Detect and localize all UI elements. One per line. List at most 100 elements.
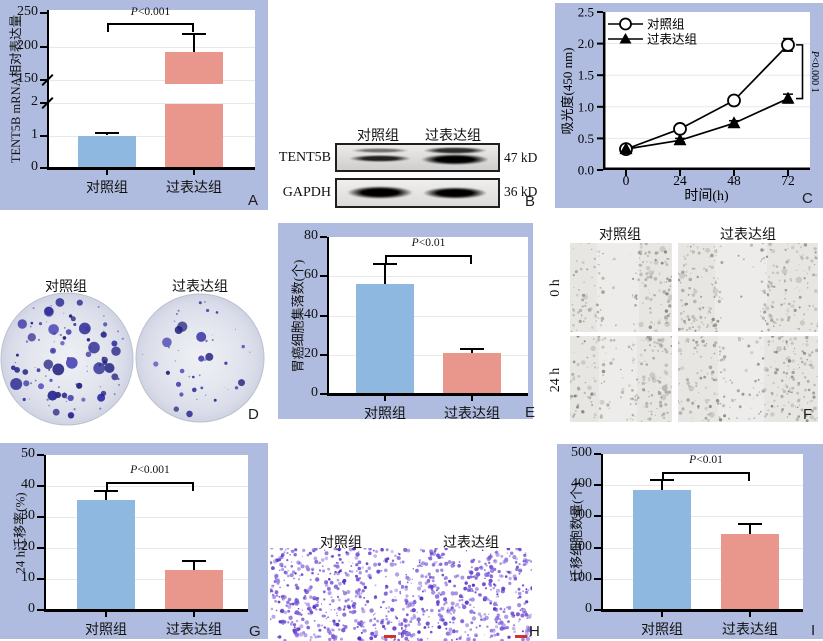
x-axis: [326, 393, 528, 396]
y-tick-label: 0: [585, 601, 592, 616]
y-axis-title: 胃癌细胞集落数(个): [290, 259, 305, 372]
panel-letter-c: C: [802, 190, 813, 207]
y-tick-label: 200: [571, 538, 592, 554]
error-bar-cap-control: [94, 490, 118, 493]
significance-bracket: [385, 255, 472, 257]
error-bar-cap-control: [95, 131, 119, 134]
y-tick-label: 0: [311, 385, 318, 400]
blot-lane-label-overexpression: 过表达组: [425, 129, 481, 144]
y-tick-label: 1: [31, 126, 38, 142]
y-tick-label: 40: [21, 477, 35, 492]
gridline: [48, 80, 255, 81]
panel-a-bar-chart: 0 1 2 150 200 250 对照组 过表达组 P<0.001 TENT5B mRNA相对表…: [0, 0, 268, 210]
p-value-label: P<0.001: [130, 464, 170, 476]
y-tick-label: 40: [304, 306, 318, 322]
gridline: [45, 548, 248, 549]
panel-letter-f: F: [803, 406, 813, 423]
significance-bracket: [106, 482, 194, 484]
x-tick-label: 24: [673, 173, 687, 188]
x-tick: [661, 611, 663, 617]
gridline: [45, 486, 248, 487]
bar-control: [633, 489, 691, 610]
wound-image-control-0h: [570, 243, 672, 332]
y-axis: [46, 10, 49, 169]
blot-band: [421, 154, 489, 165]
blot-lane-label-control: 对照组: [357, 129, 399, 144]
bar-control: [356, 284, 414, 394]
x-tick: [193, 169, 195, 175]
panel-d-colony-assay: 对照组 过表达组: [0, 223, 268, 432]
y-tick-label: 20: [304, 345, 318, 361]
y-tick-label: 50: [21, 446, 35, 461]
legend-label-overexpression: 过表达组: [647, 33, 697, 47]
panel-letter-g: G: [249, 623, 261, 640]
y-tick-label: 2.0: [578, 36, 594, 51]
blot-protein-label-gapdh: GAPDH: [282, 185, 331, 200]
gridline: [602, 516, 803, 518]
colony-dishes-image: [0, 290, 268, 432]
y-tick-label: 2.5: [578, 5, 594, 20]
x-tick: [105, 611, 107, 617]
y-tick: [40, 45, 47, 48]
y-tick-label: 20: [21, 539, 35, 554]
significance-bracket-end: [662, 472, 664, 481]
y-tick-label: 400: [571, 476, 592, 492]
transwell-image-overexpression: [401, 548, 532, 641]
wound-image-control-24h: [570, 336, 672, 422]
y-tick: [594, 577, 601, 580]
marker-open-circle: [673, 122, 687, 136]
gridline: [48, 103, 255, 104]
bar-overexpression: [165, 569, 223, 610]
transwell-image-control: [270, 548, 401, 641]
y-tick-label: 0.0: [578, 163, 594, 178]
bar-control: [77, 499, 135, 610]
y-tick-label: 500: [571, 445, 592, 460]
colony-group-label-overexpression: 过表达组: [172, 280, 228, 295]
y-tick-label: 0.5: [578, 131, 594, 146]
wound-image-overexpression-0h: [678, 243, 818, 332]
bar-overexpression: [443, 352, 501, 394]
y-tick-label: 250: [17, 4, 38, 19]
y-tick: [37, 454, 44, 456]
western-blot-tent5b: [335, 143, 500, 172]
significance-bracket-end: [748, 472, 750, 481]
error-bar-cap-overexpression: [182, 33, 206, 36]
wound-image-overexpression-24h: [678, 336, 818, 422]
y-tick-label: 30: [21, 508, 35, 523]
y-tick-label: 80: [304, 228, 318, 243]
x-category-label-control: 对照组: [85, 623, 127, 638]
significance-bracket: [662, 472, 750, 474]
wound-col-label-overexpression: 过表达组: [720, 228, 776, 243]
y-tick-label: 100: [571, 569, 592, 585]
error-bar-cap-overexpression: [738, 522, 762, 525]
gridline: [45, 517, 248, 518]
x-axis-title: 时间(h): [684, 188, 729, 204]
marker-filled-triangle: [781, 91, 795, 104]
y-axis-title: 24 h迁移率(%): [12, 491, 27, 574]
y-tick: [594, 515, 601, 518]
gridline: [602, 578, 803, 580]
y-tick-label: 1.5: [578, 68, 594, 83]
y-tick-label: 10: [21, 570, 35, 585]
panel-g-bar-chart: 0 10 20 30 40 50 对照组 过表达组 P<0.001 24 h迁移率(%): [0, 443, 268, 639]
y-tick-label: 150: [17, 71, 38, 86]
y-tick: [594, 609, 601, 611]
y-tick: [40, 134, 47, 137]
x-axis: [43, 609, 248, 612]
error-bar-overexpression: [193, 560, 195, 570]
marker-filled-triangle: [727, 116, 741, 129]
panel-f-wound-healing: 对照组 过表达组 0 h 24 h: [545, 223, 823, 432]
x-category-label-overexpression: 过表达组: [722, 623, 778, 638]
scale-bar: [384, 635, 396, 638]
wound-row-label-24h: 24 h: [548, 367, 563, 393]
y-tick: [37, 485, 44, 487]
bar-overexpression: [165, 51, 223, 84]
panel-letter-a: A: [248, 192, 259, 209]
blot-band: [351, 148, 409, 153]
x-category-label-control: 对照组: [364, 407, 406, 422]
y-tick-label: 300: [571, 507, 592, 523]
y-tick: [320, 275, 327, 278]
blot-mw-label-47kd: 47 kD: [504, 150, 538, 165]
y-tick-label: 1.0: [578, 99, 594, 114]
